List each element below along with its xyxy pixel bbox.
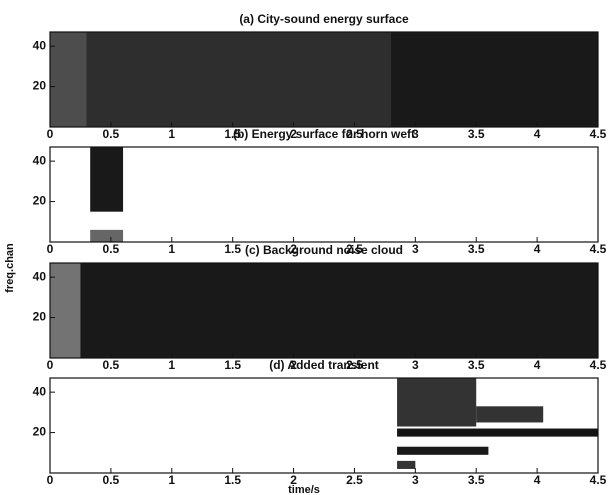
x-tick-label: 4 — [534, 127, 541, 141]
x-tick-label: 4.5 — [590, 473, 607, 487]
x-tick-label: 4 — [534, 473, 541, 487]
x-tick-label: 2.5 — [346, 127, 363, 141]
y-tick-label: 20 — [33, 310, 47, 324]
plot-frame — [49, 262, 599, 359]
panel-title: (d) Added transient — [269, 358, 379, 372]
energy-region — [397, 428, 598, 437]
x-tick-label: 3.5 — [468, 242, 485, 256]
y-tick-label: 40 — [33, 38, 47, 52]
x-tick-label: 1 — [168, 473, 175, 487]
x-tick-label: 1.5 — [224, 358, 241, 372]
y-tick-label: 40 — [33, 269, 47, 283]
x-tick-label: 1.5 — [224, 242, 241, 256]
x-tick-label: 0.5 — [103, 242, 120, 256]
y-tick-label: 40 — [33, 153, 47, 167]
plot-frame — [49, 31, 599, 128]
x-tick-label: 2 — [290, 242, 297, 256]
x-tick-label: 4 — [534, 358, 541, 372]
energy-region — [390, 32, 598, 127]
x-tick-label: 0 — [47, 473, 54, 487]
energy-region — [90, 229, 124, 242]
energy-region — [397, 378, 477, 427]
x-tick-label: 3 — [412, 358, 419, 372]
x-tick-label: 3.5 — [468, 473, 485, 487]
x-tick-label: 0.5 — [103, 473, 120, 487]
y-axis-label: freq.chan — [4, 243, 16, 293]
energy-region — [80, 263, 598, 358]
energy-region — [90, 147, 124, 212]
x-tick-label: 2.5 — [346, 473, 363, 487]
x-tick-label: 4.5 — [590, 242, 607, 256]
panel-title: (c) Background noise cloud — [245, 243, 403, 257]
panel-title: (b) Energy surface for horn weft — [233, 127, 415, 141]
x-tick-label: 1 — [168, 127, 175, 141]
x-tick-label: 1 — [168, 358, 175, 372]
x-tick-label: 1 — [168, 242, 175, 256]
y-tick-label: 20 — [33, 194, 47, 208]
x-tick-label: 3.5 — [468, 358, 485, 372]
x-tick-label: 0 — [47, 358, 54, 372]
y-tick-label: 40 — [33, 384, 47, 398]
y-tick-label: 20 — [33, 425, 47, 439]
energy-region — [476, 406, 544, 423]
energy-region — [397, 446, 489, 455]
x-tick-label: 1.5 — [224, 473, 241, 487]
y-tick-label: 20 — [33, 79, 47, 93]
x-tick-label: 1.5 — [224, 127, 241, 141]
x-tick-label: 2.5 — [346, 358, 363, 372]
plot-frame — [49, 377, 599, 474]
x-tick-label: 2.5 — [346, 242, 363, 256]
x-tick-label: 4.5 — [590, 127, 607, 141]
panel-title: (a) City-sound energy surface — [239, 12, 409, 26]
x-tick-label: 4 — [534, 242, 541, 256]
x-tick-label: 3 — [412, 242, 419, 256]
x-tick-label: 3.5 — [468, 127, 485, 141]
x-tick-label: 0.5 — [103, 358, 120, 372]
x-tick-label: 3 — [412, 473, 419, 487]
x-tick-label: 2 — [290, 358, 297, 372]
x-axis-label: time/s — [288, 484, 320, 495]
x-tick-label: 2 — [290, 473, 297, 487]
plot-frame — [49, 146, 599, 243]
x-tick-label: 0 — [47, 127, 54, 141]
x-tick-label: 0.5 — [103, 127, 120, 141]
x-tick-label: 2 — [290, 127, 297, 141]
x-tick-label: 3 — [412, 127, 419, 141]
x-tick-label: 4.5 — [590, 358, 607, 372]
x-tick-label: 0 — [47, 242, 54, 256]
energy-region — [397, 460, 416, 469]
